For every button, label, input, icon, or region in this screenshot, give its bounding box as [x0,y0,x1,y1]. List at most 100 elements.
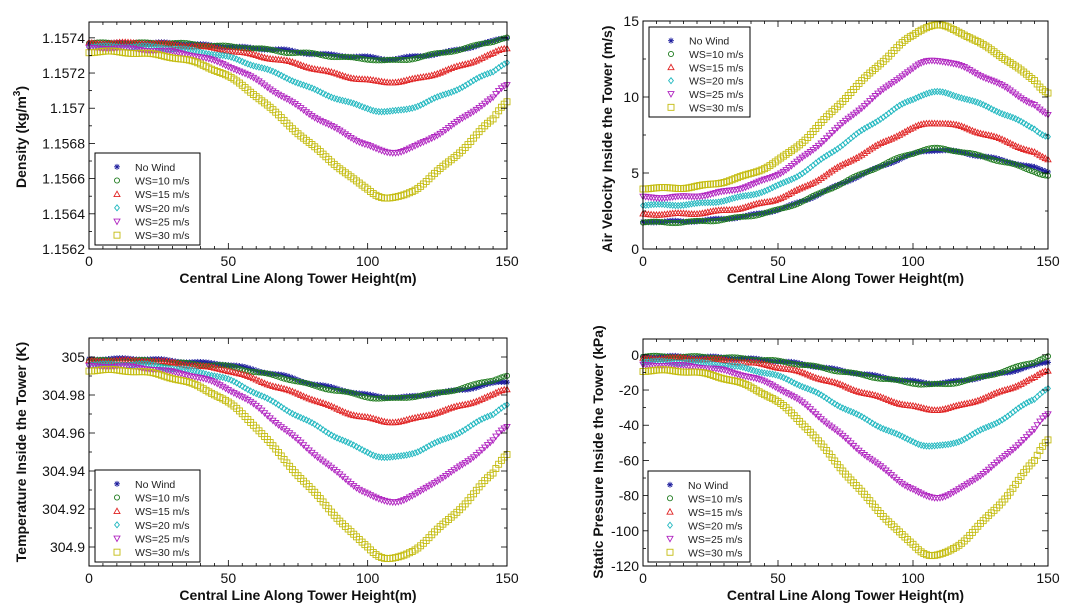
data-point [359,55,366,62]
data-point [386,394,393,401]
data-point [427,410,436,418]
data-point [433,478,442,486]
temperature-xlabel: Central Line Along Tower Height(m) [179,587,416,603]
legend-label-ws-25-m-s: WS=25 m/s [135,217,190,229]
data-point [972,374,979,381]
data-point [378,395,385,402]
data-point [501,402,508,410]
data-point [423,443,430,452]
data-point [497,45,506,53]
data-point [787,188,796,196]
data-point [785,391,793,399]
data-point [455,61,464,69]
data-point [303,49,310,56]
data-point [272,68,279,77]
data-point [696,199,703,207]
data-point [991,157,998,164]
data-point [893,377,900,384]
data-point [419,486,428,494]
data-point [461,113,469,121]
data-point [470,42,477,49]
data-point [906,124,915,132]
data-point [979,394,987,402]
data-point [1004,159,1011,166]
data-point [216,382,224,390]
data-point [397,77,405,85]
data-point [322,91,329,99]
data-point [1025,375,1033,383]
data-point [887,80,896,88]
data-point [841,117,850,125]
data-point [484,412,491,421]
data-point [776,170,785,178]
data-point [239,363,246,370]
data-point [879,86,888,94]
data-point [999,369,1006,376]
legend-marker-ws-30-m-s-icon [666,548,674,556]
data-point [249,74,258,82]
data-point [1009,364,1016,371]
data-point [414,489,422,497]
data-point [645,358,652,366]
data-point [453,118,461,126]
data-point [269,47,276,54]
data-point [369,493,378,501]
data-point [764,209,771,216]
data-point [334,52,341,59]
data-point [274,422,283,429]
data-point [937,145,944,152]
density-series-ws-30-m-s [85,47,511,202]
data-point [185,373,194,380]
data-point [244,364,251,371]
data-point [993,370,1000,377]
data-point [467,110,475,118]
data-point [964,434,970,442]
data-point [325,386,332,393]
data-point [347,389,354,396]
data-point [910,95,916,104]
data-point [744,374,753,381]
data-point [949,60,958,68]
data-point [968,398,977,406]
pressure-xlabel: Central Line Along Tower Height(m) [727,587,964,603]
data-point [367,395,374,402]
data-point [901,71,909,79]
data-point [406,104,413,113]
data-point [874,140,882,148]
data-point [260,82,269,90]
data-point [893,155,900,162]
data-point [1038,368,1047,376]
data-point [372,145,380,153]
data-point [861,372,868,379]
data-point [901,482,909,490]
data-point [445,388,452,395]
data-point [380,148,389,156]
data-point [361,394,368,401]
data-point [405,75,414,83]
data-point [858,412,865,421]
legend-label-ws-25-m-s: WS=25 m/s [689,89,744,101]
data-point [1003,85,1012,93]
data-point [403,105,410,113]
data-point [898,480,906,488]
data-point [1001,83,1009,91]
data-point [1003,451,1012,458]
data-point [286,408,293,416]
data-point [464,112,472,119]
data-point [498,36,505,43]
temperature-ytick-label: 304.94 [42,463,85,479]
data-point [866,167,873,174]
data-point [350,54,357,61]
data-point [801,152,809,160]
data-point [728,369,736,377]
data-point [764,186,771,194]
data-point [680,359,687,367]
data-point [179,371,188,379]
density-xtick-label: 50 [221,253,237,269]
data-point [952,61,960,69]
data-point [971,70,979,78]
data-point [308,418,315,427]
data-point [325,429,332,438]
data-point [1007,369,1014,376]
